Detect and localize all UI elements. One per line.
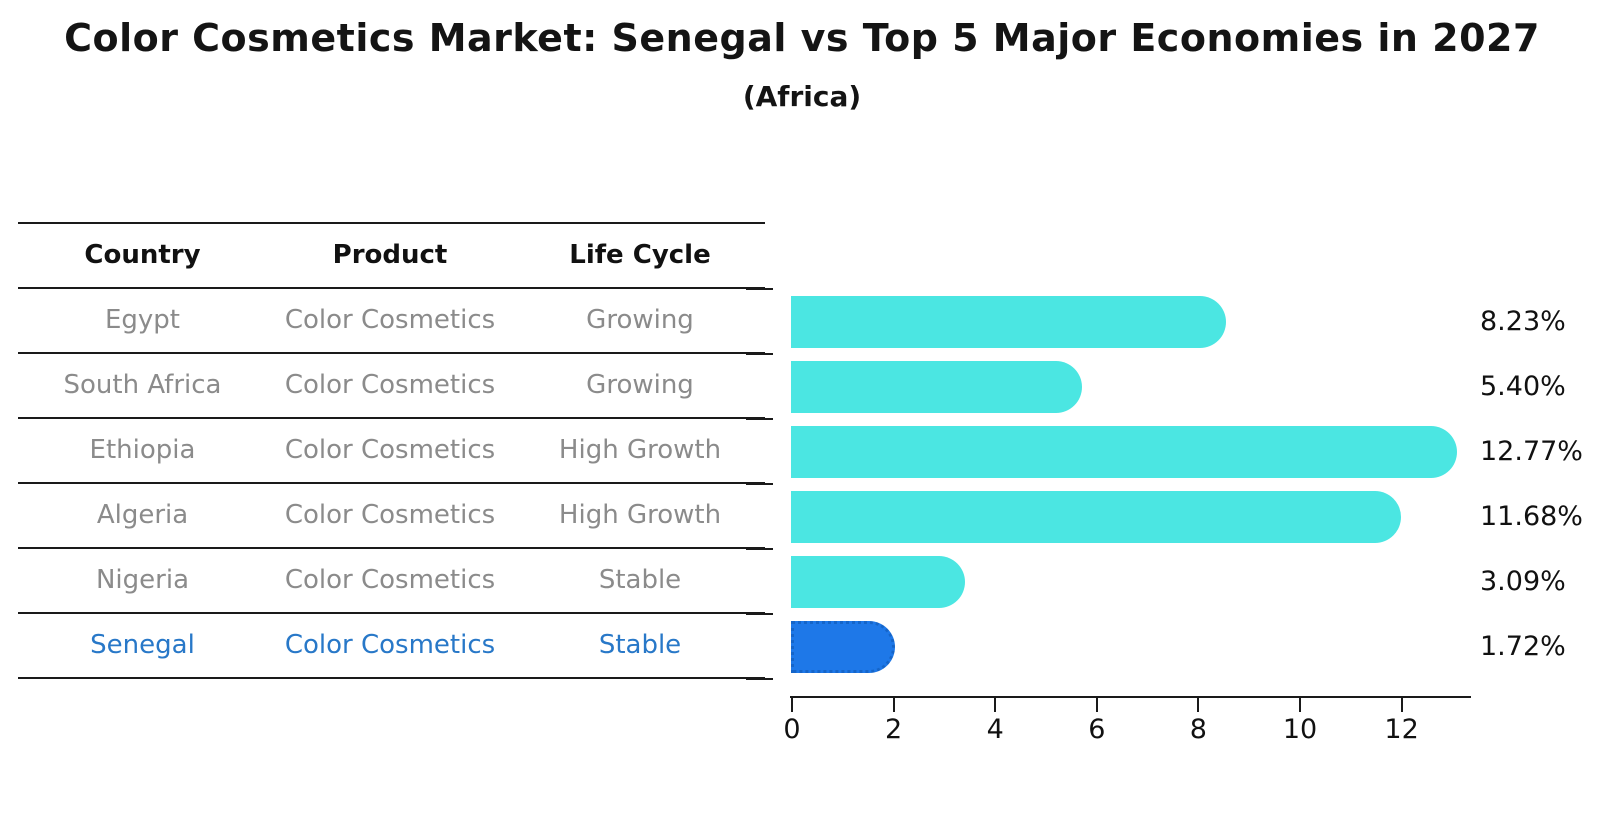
table-rule-line <box>18 417 765 419</box>
table-rule-line <box>18 482 765 484</box>
y-axis-tick <box>746 353 773 355</box>
bar-algeria <box>791 491 1401 543</box>
x-axis-tick <box>1299 698 1301 712</box>
x-tick-label: 8 <box>1189 714 1207 745</box>
value-label: 3.09% <box>1480 566 1566 597</box>
x-tick-label: 4 <box>986 714 1004 745</box>
bar-egypt <box>791 296 1226 348</box>
y-axis-tick <box>746 418 773 420</box>
value-label: 12.77% <box>1480 436 1583 467</box>
bar-ethiopia <box>791 426 1457 478</box>
table-cell-life-cycle: Stable <box>598 564 682 595</box>
x-axis-tick <box>1095 698 1098 712</box>
table-cell-country: South Africa <box>63 369 222 400</box>
table-row: Algeria Color Cosmetics High Growth <box>0 482 1604 547</box>
table-cell-life-cycle: Growing <box>586 304 694 335</box>
table-rule-line <box>18 287 765 289</box>
y-axis-tick <box>746 288 773 290</box>
table-header-cell: Country <box>84 239 201 270</box>
value-label: 1.72% <box>1480 631 1566 662</box>
table-row: Nigeria Color Cosmetics Stable <box>0 547 1604 612</box>
y-axis-tick <box>746 613 773 615</box>
table-row: South Africa Color Cosmetics Growing <box>0 352 1604 417</box>
chart-title: Color Cosmetics Market: Senegal vs Top 5… <box>64 16 1540 60</box>
table-header-cell: Product <box>332 239 448 270</box>
table-header-cell: Life Cycle <box>569 239 711 270</box>
x-axis-line <box>790 696 1471 698</box>
y-axis-tick <box>746 678 773 680</box>
x-tick-label: 12 <box>1384 714 1419 745</box>
table-cell-product: Color Cosmetics <box>284 434 496 465</box>
table-cell-product: Color Cosmetics <box>284 629 496 660</box>
table-rule-line <box>18 352 765 354</box>
table-cell-country: Algeria <box>96 499 189 530</box>
table-cell-life-cycle: Stable <box>598 629 682 660</box>
chart-subtitle: (Africa) <box>742 80 862 113</box>
bar-nigeria <box>791 556 965 608</box>
value-label: 11.68% <box>1480 501 1583 532</box>
table-cell-product: Color Cosmetics <box>284 369 496 400</box>
bar-south-africa <box>791 361 1082 413</box>
table-rule-line <box>18 222 765 224</box>
table-cell-country: Egypt <box>104 304 181 335</box>
x-axis-tick <box>791 698 793 712</box>
y-axis-tick <box>746 483 773 485</box>
x-tick-label: 2 <box>885 714 903 745</box>
table-row: Ethiopia Color Cosmetics High Growth <box>0 417 1604 482</box>
x-tick-label: 10 <box>1282 714 1318 745</box>
table-cell-life-cycle: Growing <box>586 369 694 400</box>
table-cell-life-cycle: High Growth <box>558 434 722 465</box>
table-cell-product: Color Cosmetics <box>284 564 496 595</box>
table-cell-country: Nigeria <box>95 564 190 595</box>
table-cell-country: Ethiopia <box>89 434 196 465</box>
x-axis-tick <box>994 698 997 712</box>
y-axis-tick <box>746 548 773 550</box>
table-rule-line <box>18 547 765 549</box>
x-axis-tick <box>892 698 895 712</box>
table-row: Senegal Color Cosmetics Stable <box>0 612 1604 677</box>
table-cell-product: Color Cosmetics <box>284 499 496 530</box>
x-tick-label: 0 <box>783 714 801 745</box>
x-tick-label: 6 <box>1088 714 1106 745</box>
table-header-row: Country Product Life Cycle <box>0 222 1604 287</box>
table-cell-country: Senegal <box>90 629 195 660</box>
table-rule-line <box>18 677 765 679</box>
table-cell-product: Color Cosmetics <box>284 304 496 335</box>
bar-senegal-highlighted <box>791 621 895 673</box>
table-row: Egypt Color Cosmetics Growing <box>0 287 1604 352</box>
value-label: 5.40% <box>1480 371 1566 402</box>
table-rule-line <box>18 612 765 614</box>
table-cell-life-cycle: High Growth <box>558 499 722 530</box>
x-axis-tick <box>1400 698 1403 712</box>
value-label: 8.23% <box>1480 306 1566 337</box>
x-axis-tick <box>1197 698 1200 712</box>
